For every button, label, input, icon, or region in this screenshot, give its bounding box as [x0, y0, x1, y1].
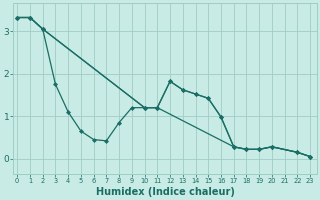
- X-axis label: Humidex (Indice chaleur): Humidex (Indice chaleur): [96, 187, 234, 197]
